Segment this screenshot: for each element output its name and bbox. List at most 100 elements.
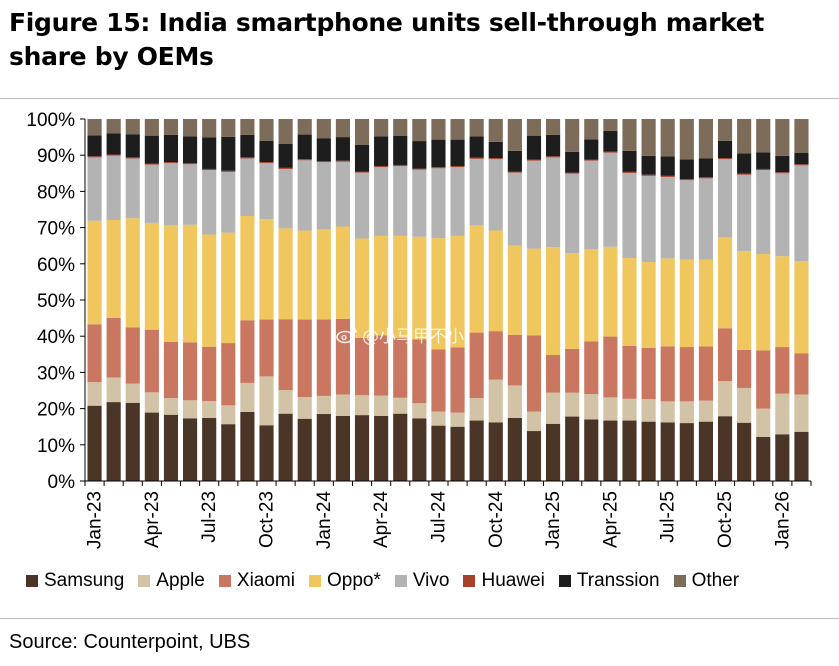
x-tick-label: Apr-25: [600, 491, 621, 548]
bar-segment-xiaomi: [374, 335, 389, 396]
bar-segment-oppo: [507, 245, 522, 335]
bar-segment-apple: [526, 411, 542, 432]
bar-stack-Feb-23: [106, 119, 121, 481]
bar-segment-apple: [393, 397, 408, 414]
bar-segment-apple: [278, 390, 293, 414]
bar-segment-oppo: [412, 236, 427, 340]
bar-segment-samsung: [507, 418, 522, 481]
y-tick-label: 60%: [37, 255, 75, 276]
legend-swatch: [463, 575, 476, 587]
bar-segment-other: [278, 119, 293, 144]
bar-segment-oppo: [775, 256, 790, 348]
bar-segment-oppo: [546, 247, 561, 356]
bar-segment-samsung: [717, 416, 733, 481]
bar-segment-apple: [450, 412, 465, 427]
bar-segment-apple: [183, 400, 198, 419]
bar-segment-huawei: [393, 164, 408, 167]
bar-segment-other: [316, 119, 331, 139]
bar-segment-transsion: [393, 136, 408, 165]
bar-segment-other: [431, 119, 446, 140]
bar-segment-oppo: [488, 230, 503, 332]
bar-segment-vivo: [698, 178, 713, 260]
bar-segment-oppo: [278, 228, 293, 320]
legend-item: Oppo*: [308, 570, 381, 592]
bar-segment-xiaomi: [221, 343, 236, 406]
bar-segment-samsung: [488, 422, 503, 481]
x-tick-label: Jul-24: [428, 491, 449, 543]
bar-segment-other: [698, 119, 713, 159]
bar-segment-other: [679, 119, 694, 160]
bar-segment-xiaomi: [622, 345, 637, 399]
bar-segment-transsion: [431, 139, 446, 168]
bar-segment-samsung: [335, 415, 350, 481]
bar-segment-oppo: [125, 218, 140, 328]
y-tick-label: 20%: [37, 400, 75, 421]
bar-segment-oppo: [335, 226, 350, 319]
bar-stack-Jun-24: [412, 119, 427, 481]
bar-segment-other: [183, 119, 198, 137]
bar-segment-apple: [584, 394, 599, 420]
bar-stack-Aug-25: [679, 119, 694, 481]
bar-stack-Oct-24: [488, 119, 503, 481]
bar-segment-samsung: [622, 420, 637, 481]
legend-item: Other: [673, 570, 739, 592]
bar-segment-huawei: [221, 170, 236, 172]
bar-segment-vivo: [717, 159, 733, 238]
weibo-icon: [336, 326, 357, 343]
bar-segment-oppo: [756, 254, 771, 351]
bar-segment-other: [259, 119, 274, 141]
bar-segment-huawei: [737, 173, 752, 175]
bar-segment-other: [660, 119, 675, 157]
y-tick-label: 30%: [37, 363, 75, 384]
legend-swatch: [218, 575, 231, 587]
bar-segment-apple: [374, 395, 389, 416]
bar-segment-huawei: [297, 159, 312, 161]
bar-segment-huawei: [240, 157, 255, 159]
bar-segment-other: [297, 119, 312, 135]
x-axis: Jan-23 Apr-23 Jul-23 Oct-23 Jan-24 Apr-24 Jul-…: [84, 480, 812, 549]
bar-segment-samsung: [546, 423, 561, 481]
figure-title: Figure 15: India smartphone units sell-t…: [9, 8, 765, 71]
bar-segment-transsion: [698, 158, 713, 178]
bar-segment-transsion: [603, 130, 618, 152]
bar-stack-Dec-24: [526, 119, 542, 481]
bar-segment-oppo: [622, 258, 637, 346]
bar-segment-other: [507, 119, 522, 151]
bar-stack-Nov-24: [507, 119, 522, 481]
bar-segment-transsion: [221, 136, 236, 171]
watermark: @小马甲不小: [336, 322, 464, 347]
bar-segment-xiaomi: [717, 328, 733, 382]
bar-segment-vivo: [469, 158, 484, 226]
bar-segment-xiaomi: [641, 347, 656, 400]
legend-swatch: [673, 575, 686, 587]
bar-segment-apple: [756, 408, 771, 437]
bar-segment-transsion: [183, 136, 198, 164]
bar-segment-xiaomi: [450, 347, 465, 413]
bar-segment-vivo: [488, 159, 503, 231]
bar-segment-xiaomi: [565, 348, 580, 393]
bar-segment-xiaomi: [393, 338, 408, 398]
bar-segment-xiaomi: [603, 336, 618, 398]
legend-label: Huawei: [481, 570, 545, 591]
bar-segment-samsung: [756, 436, 771, 481]
bar-segment-xiaomi: [584, 341, 599, 395]
bar-segment-vivo: [565, 173, 580, 254]
bar-segment-transsion: [565, 151, 580, 173]
bar-segment-apple: [354, 395, 370, 416]
bar-segment-xiaomi: [431, 349, 446, 412]
bar-segment-xiaomi: [106, 317, 121, 378]
bar-segment-vivo: [794, 165, 809, 262]
bar-segment-other: [87, 119, 102, 136]
bar-segment-huawei: [412, 168, 427, 170]
x-tick-label: Apr-24: [371, 491, 392, 548]
bar-segment-samsung: [526, 431, 542, 481]
bar-segment-other: [565, 119, 580, 152]
bar-segment-transsion: [87, 135, 102, 157]
bar-segment-samsung: [163, 414, 179, 481]
bar-segment-oppo: [431, 238, 446, 350]
bar-stack-Jan-25: [546, 119, 561, 481]
bar-segment-huawei: [622, 171, 637, 173]
legend-item: Transsion: [558, 570, 660, 592]
bar-segment-apple: [144, 392, 159, 413]
bar-segment-transsion: [775, 155, 790, 173]
